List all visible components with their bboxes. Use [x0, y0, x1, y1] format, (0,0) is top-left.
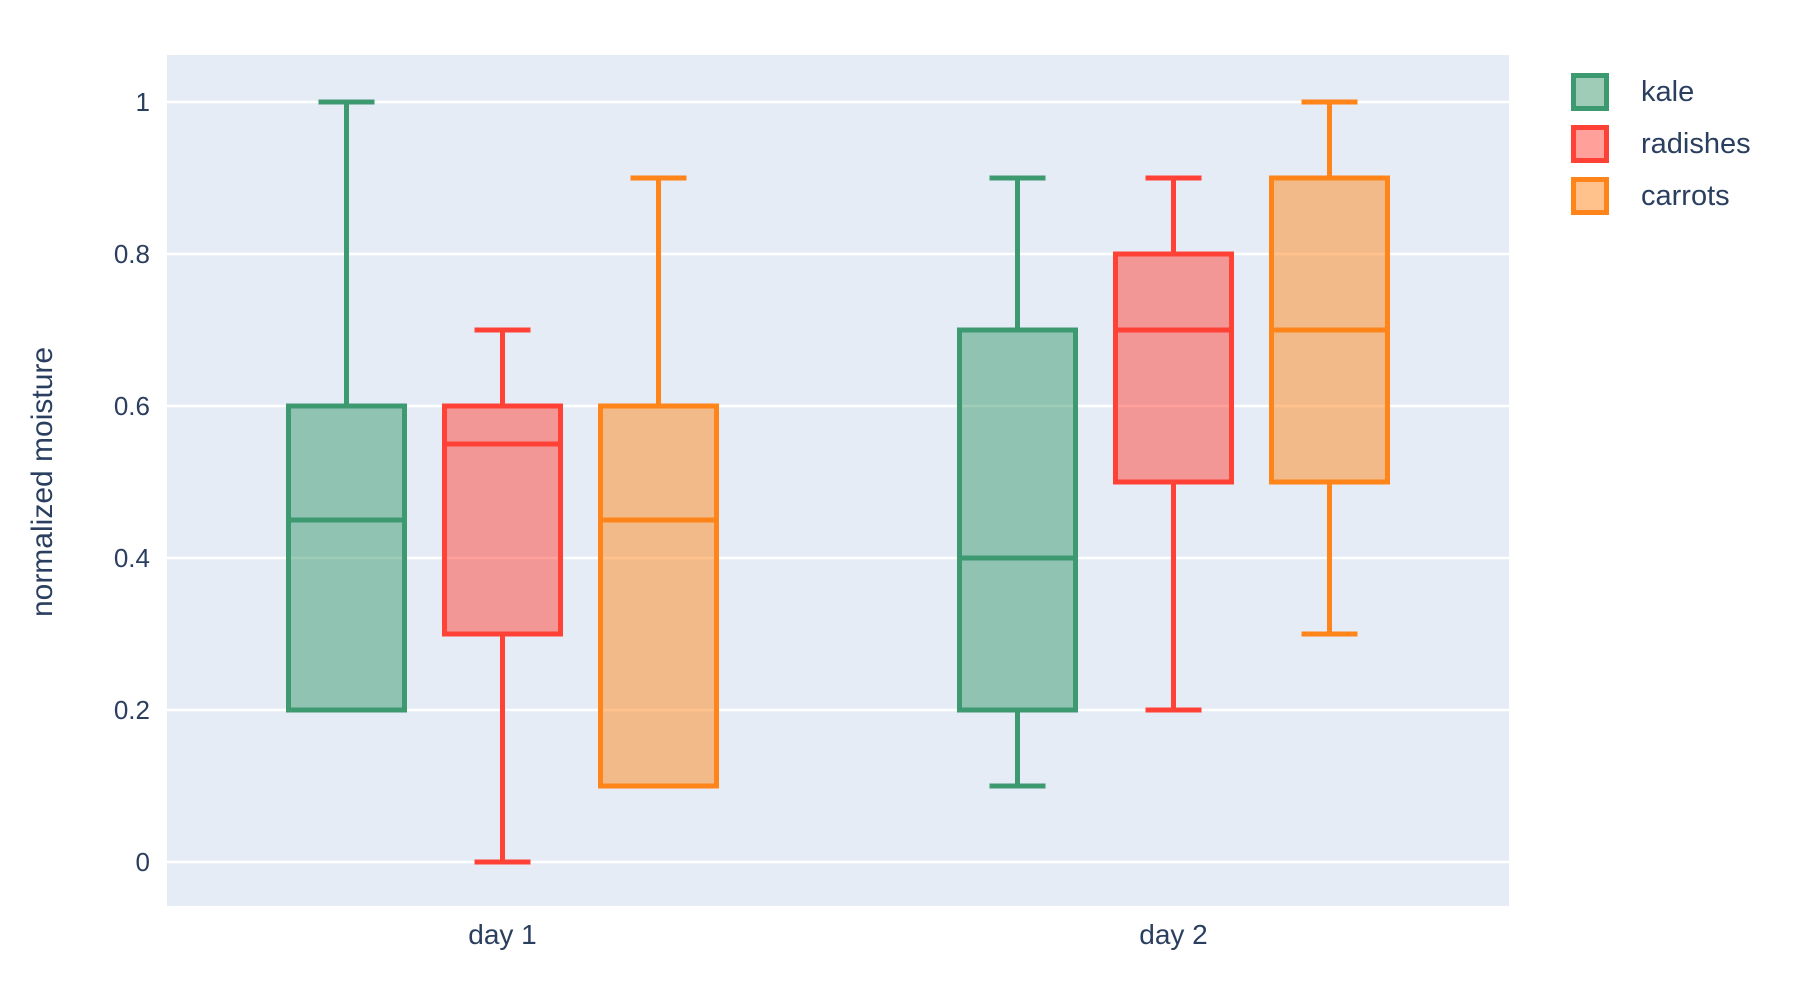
- x-tick-label: day 2: [1139, 919, 1208, 950]
- y-tick-label: 0.8: [114, 239, 150, 269]
- iqr-box: [1113, 251, 1234, 485]
- legend-item-radishes[interactable]: radishes: [1571, 125, 1751, 163]
- legend-swatch-carrots: [1571, 177, 1609, 215]
- x-tick-label: day 1: [468, 919, 537, 950]
- legend-label: kale: [1641, 76, 1695, 108]
- y-tick-label: 1: [136, 87, 150, 117]
- legend-item-kale[interactable]: kale: [1571, 73, 1751, 111]
- box-kale-day-1: [286, 99, 407, 713]
- legend-item-carrots[interactable]: carrots: [1571, 177, 1751, 215]
- legend: kale radishes carrots: [1571, 73, 1751, 215]
- box-carrots-day-2: [1269, 99, 1390, 637]
- iqr-box: [442, 403, 563, 637]
- box-radishes-day-2: [1113, 175, 1234, 713]
- y-tick-label: 0: [136, 847, 150, 877]
- y-tick-label: 0.4: [114, 543, 150, 573]
- legend-swatch-radishes: [1571, 125, 1609, 163]
- legend-label: radishes: [1641, 128, 1751, 160]
- iqr-box: [286, 403, 407, 713]
- box-radishes-day-1: [442, 327, 563, 865]
- y-tick-label: 0.2: [114, 695, 150, 725]
- box-carrots-day-1: [598, 175, 719, 789]
- box-kale-day-2: [957, 175, 1078, 789]
- legend-label: carrots: [1641, 180, 1730, 212]
- iqr-box: [957, 327, 1078, 713]
- legend-swatch-kale: [1571, 73, 1609, 111]
- y-axis-title: normalized moisture: [26, 347, 59, 617]
- iqr-box: [598, 403, 719, 789]
- y-tick-label: 0.6: [114, 391, 150, 421]
